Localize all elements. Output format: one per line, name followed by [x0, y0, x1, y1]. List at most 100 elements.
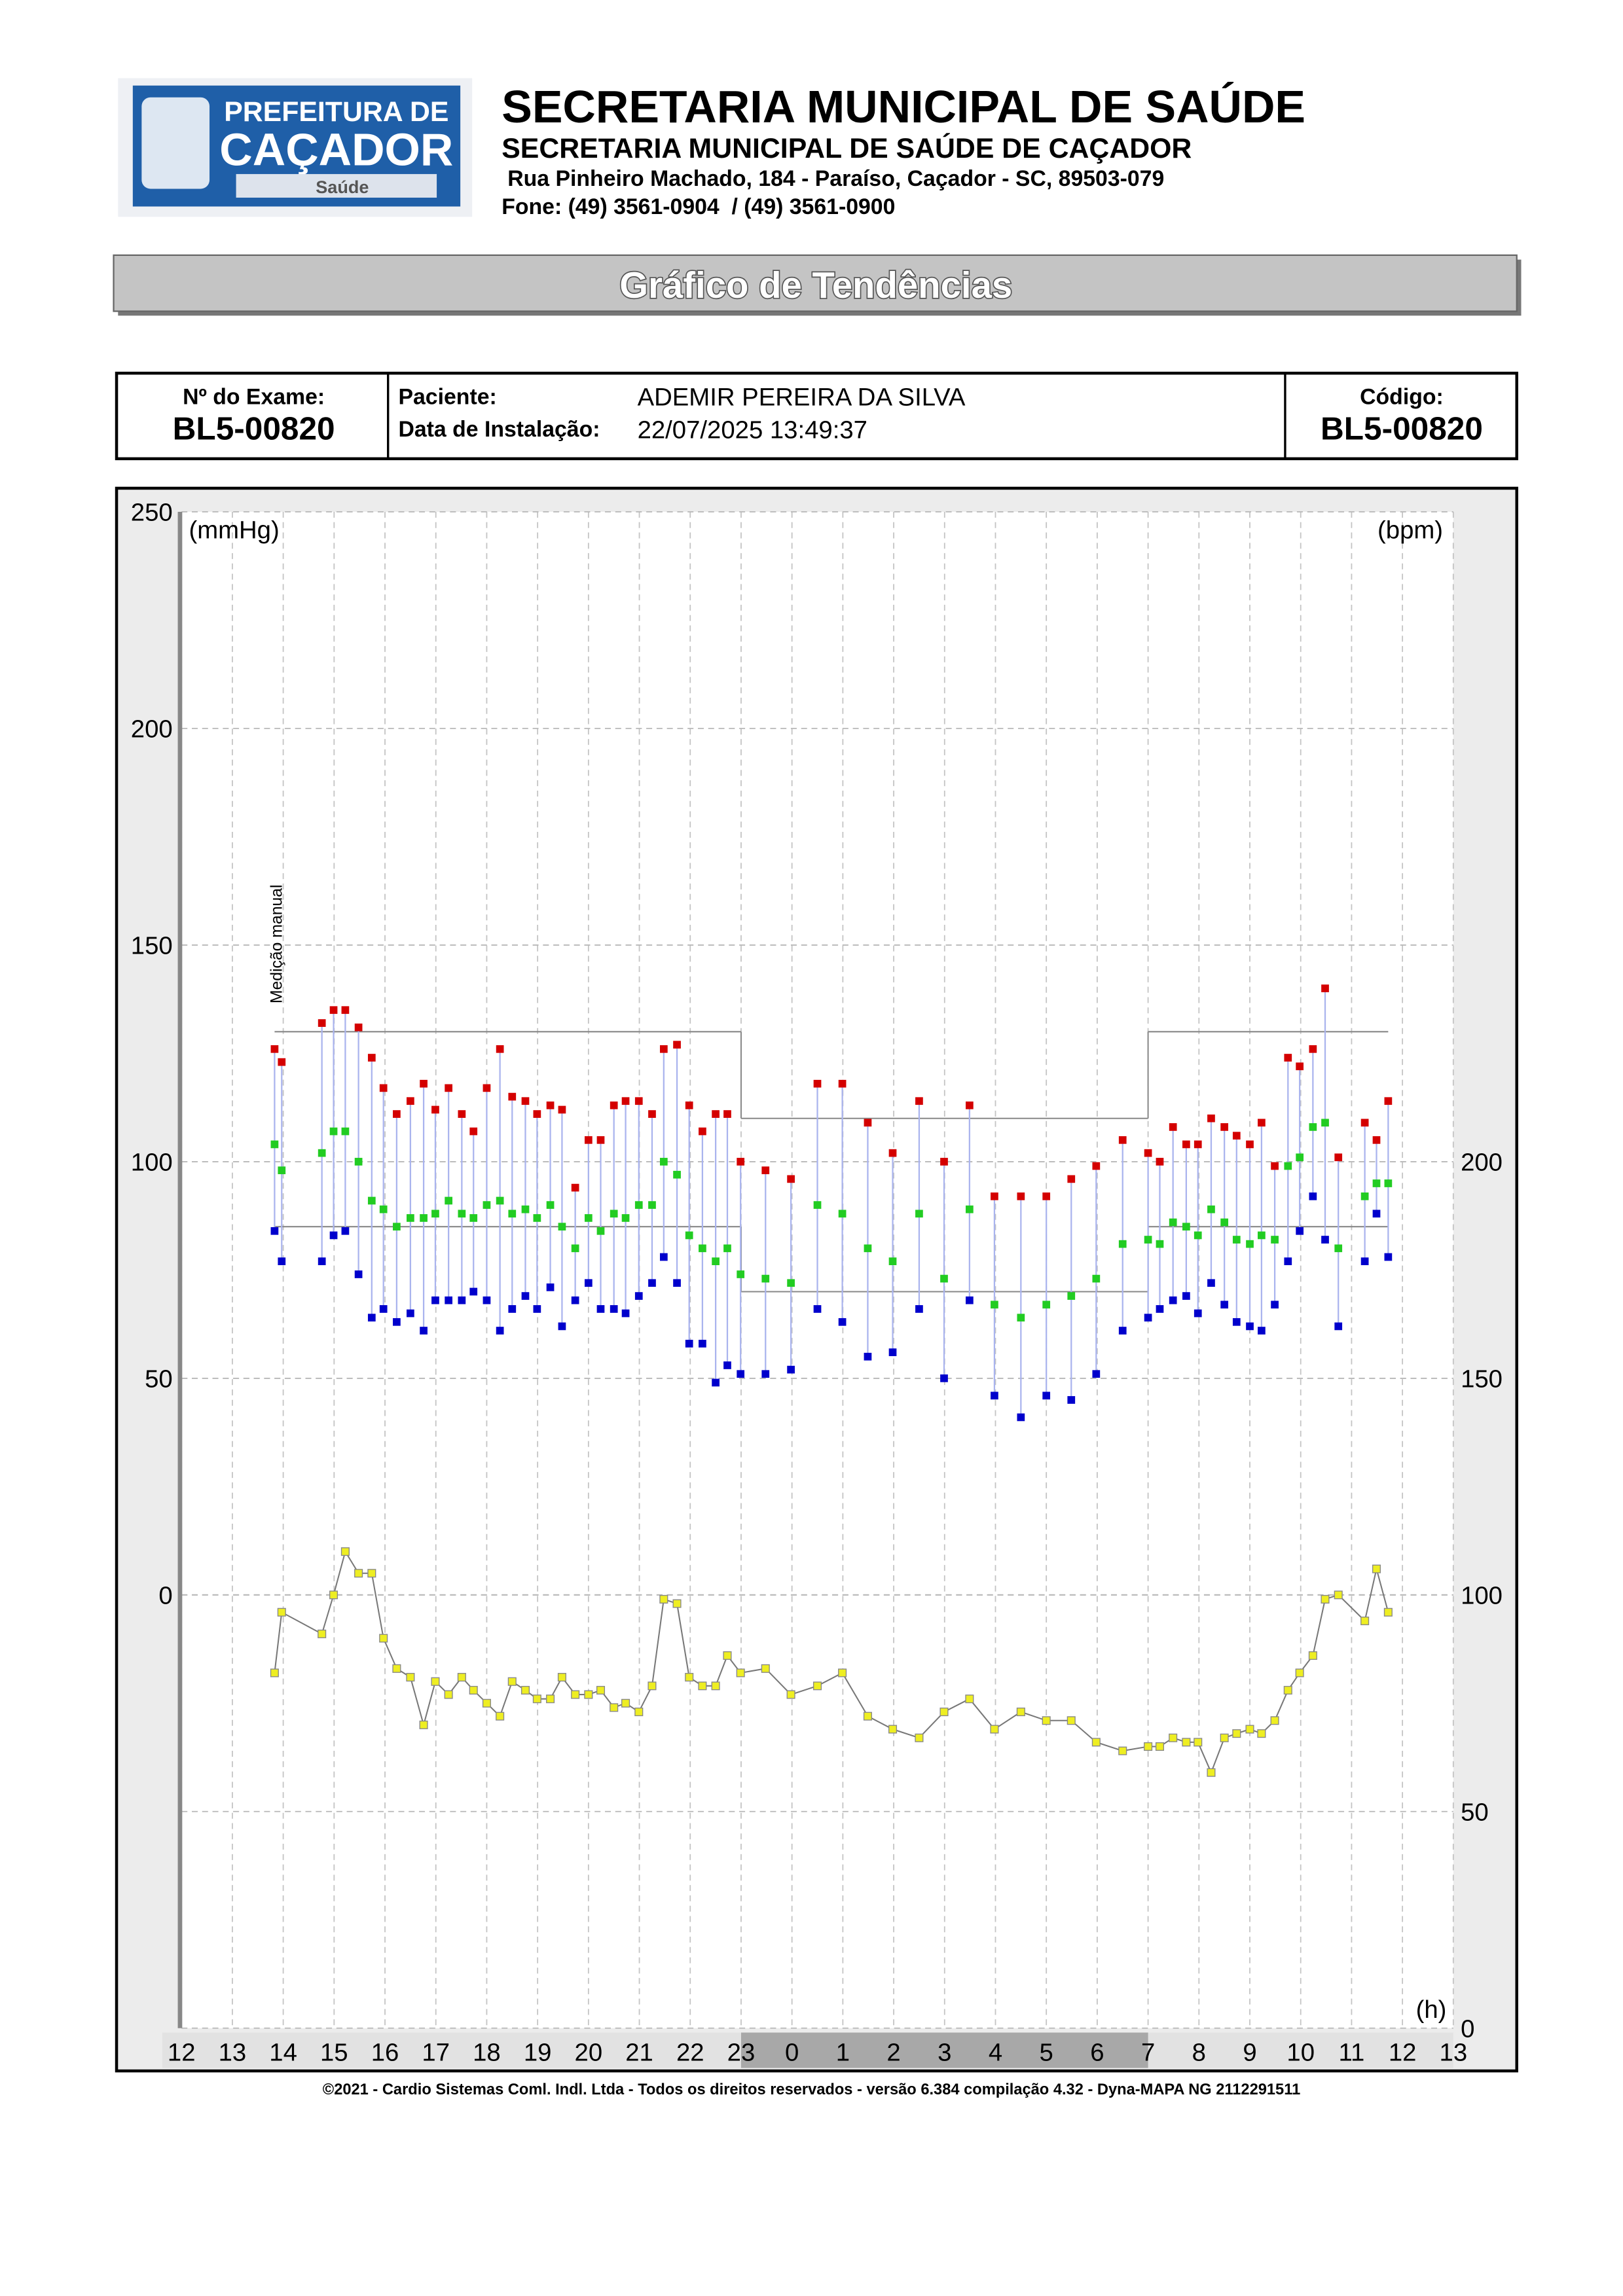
- pressure-point: [648, 1110, 656, 1118]
- pressure-point: [1372, 1179, 1381, 1187]
- pressure-point: [469, 1127, 478, 1136]
- pressure-point: [393, 1110, 401, 1118]
- pressure-point: [341, 1227, 350, 1235]
- code: BL5-00820: [1321, 410, 1483, 447]
- pressure-point: [761, 1370, 770, 1378]
- pressure-point: [496, 1045, 504, 1053]
- pressure-point: [888, 1149, 897, 1157]
- pressure-point: [571, 1183, 579, 1192]
- header-title: SECRETARIA MUNICIPAL DE SAÚDE: [501, 81, 1305, 132]
- x-tick-label: 15: [320, 2038, 348, 2066]
- x-tick-label: 5: [1040, 2038, 1053, 2066]
- header-phone: Fone: (49) 3561-0904 / (49) 3561-0900: [501, 194, 895, 219]
- pressure-point: [1092, 1162, 1101, 1170]
- pressure-point: [838, 1079, 847, 1088]
- heart-rate-point: [647, 1681, 657, 1691]
- pressure-point: [483, 1296, 491, 1304]
- pressure-point: [712, 1378, 720, 1387]
- x-tick-label: 14: [269, 2038, 297, 2066]
- heart-rate-point: [965, 1695, 974, 1704]
- heart-rate-point: [1169, 1733, 1178, 1742]
- pressure-point: [1092, 1370, 1101, 1378]
- pressure-point: [1360, 1192, 1369, 1200]
- pressure-point: [1284, 1257, 1292, 1265]
- heart-rate-point: [1118, 1746, 1127, 1755]
- header-address: Rua Pinheiro Machado, 184 - Paraíso, Caç…: [507, 166, 1164, 191]
- pressure-point: [407, 1309, 414, 1318]
- pressure-point: [318, 1149, 326, 1157]
- pressure-point: [1042, 1300, 1051, 1309]
- pressure-point: [1118, 1136, 1127, 1144]
- x-tick-label: 21: [625, 2038, 653, 2066]
- pressure-point: [546, 1283, 555, 1291]
- logo-line2: CAÇADOR: [219, 124, 453, 175]
- heart-rate-point: [457, 1673, 466, 1682]
- pressure-point: [1258, 1231, 1266, 1240]
- x-tick-label: 4: [989, 2038, 1002, 2066]
- pressure-point: [1144, 1149, 1152, 1157]
- pressure-point: [571, 1244, 579, 1253]
- pressure-point: [712, 1257, 720, 1265]
- pressure-point: [685, 1231, 693, 1240]
- pressure-point: [379, 1305, 388, 1313]
- exam-number: BL5-00820: [173, 410, 335, 447]
- pressure-point: [1017, 1413, 1025, 1422]
- heart-rate-point: [557, 1673, 566, 1682]
- heart-rate-point: [532, 1695, 541, 1704]
- pressure-point: [1296, 1062, 1304, 1071]
- pressure-point: [508, 1305, 517, 1313]
- pressure-point: [354, 1023, 363, 1031]
- heart-rate-line: [274, 1550, 1389, 1774]
- heart-rate-point: [838, 1668, 847, 1677]
- pressure-point: [584, 1214, 593, 1222]
- pressure-point: [991, 1391, 998, 1400]
- heart-rate-point: [1295, 1668, 1304, 1677]
- pressure-point: [469, 1287, 478, 1296]
- pressure-point: [864, 1244, 872, 1253]
- plot-area: [179, 512, 1453, 2028]
- pressure-point: [318, 1257, 326, 1265]
- y2-axis-label: (bpm): [1377, 516, 1443, 545]
- pressure-point: [584, 1136, 593, 1144]
- pressure-point: [508, 1092, 517, 1101]
- pressure-point: [1194, 1309, 1202, 1318]
- pressure-point: [813, 1201, 822, 1209]
- heart-rate-point: [610, 1703, 619, 1712]
- pressure-point: [673, 1041, 681, 1049]
- pressure-point: [723, 1244, 731, 1253]
- pressure-point: [723, 1361, 731, 1369]
- x-tick-label: 6: [1090, 2038, 1104, 2066]
- pressure-point: [787, 1175, 795, 1183]
- x-tick-label: 16: [371, 2038, 399, 2066]
- header-subtitle: SECRETARIA MUNICIPAL DE SAÚDE DE CAÇADOR: [501, 132, 1192, 164]
- pressure-point: [407, 1097, 414, 1105]
- pressure-point: [610, 1210, 618, 1218]
- pressure-point: [445, 1084, 453, 1092]
- heart-rate-point: [723, 1651, 732, 1660]
- pressure-point: [393, 1318, 401, 1326]
- pressure-point: [761, 1166, 770, 1174]
- pressure-point: [1207, 1114, 1215, 1122]
- x-axis-label: (h): [1416, 1996, 1447, 2024]
- patient-name: ADEMIR PEREIRA DA SILVA: [638, 384, 966, 412]
- logo-line1: PREFEITURA DE: [224, 96, 448, 128]
- pressure-point: [329, 1231, 338, 1240]
- heart-rate-point: [1194, 1738, 1203, 1747]
- pressure-point: [1296, 1227, 1304, 1235]
- heart-rate-point: [915, 1733, 924, 1742]
- pressure-point: [445, 1196, 453, 1205]
- heart-rate-point: [1270, 1716, 1279, 1725]
- logo-crest: [141, 97, 210, 189]
- pressure-point: [1169, 1123, 1177, 1131]
- y-axis-label: (mmHg): [189, 516, 279, 545]
- pressure-point: [458, 1110, 466, 1118]
- footer: ©2021 - Cardio Sistemas Coml. Indl. Ltda…: [323, 2081, 1300, 2098]
- pressure-point: [318, 1019, 326, 1027]
- pressure-point: [1372, 1210, 1381, 1218]
- heart-rate-point: [863, 1712, 872, 1721]
- pressure-point: [1144, 1236, 1152, 1244]
- pressure-point: [1334, 1322, 1343, 1331]
- pressure-point: [1169, 1218, 1177, 1227]
- banner: [113, 254, 1518, 312]
- pressure-point: [420, 1079, 428, 1088]
